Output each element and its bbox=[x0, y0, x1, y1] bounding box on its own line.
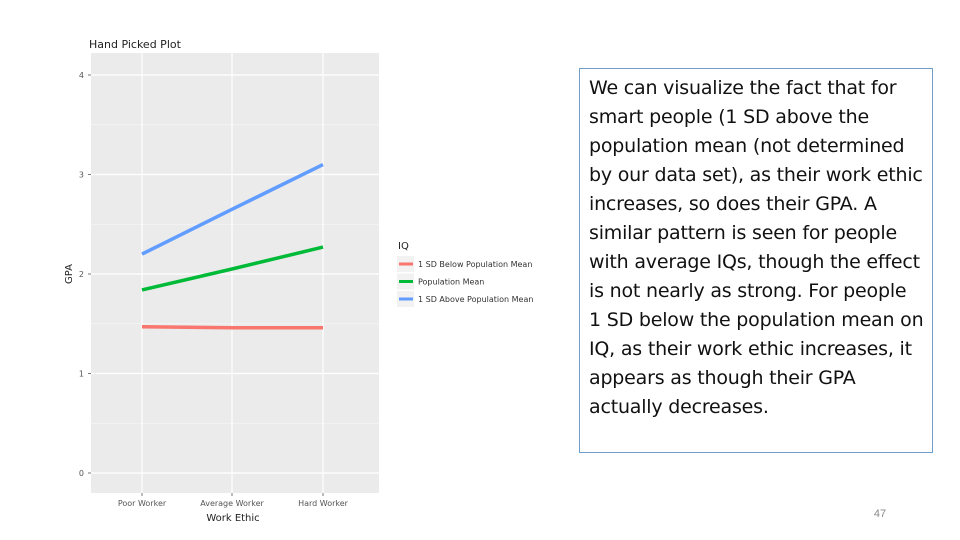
legend-label: Population Mean bbox=[418, 278, 484, 287]
plot-title: Hand Picked Plot bbox=[89, 38, 182, 51]
y-axis-title: GPA bbox=[64, 264, 75, 284]
slide-number: 47 bbox=[873, 508, 887, 520]
legend-label: 1 SD Above Population Mean bbox=[418, 295, 533, 304]
y-tick-label: 0 bbox=[79, 469, 84, 478]
plot-panel bbox=[91, 53, 379, 493]
x-axis-title: Work Ethic bbox=[206, 513, 259, 524]
x-tick-label: Poor Worker bbox=[118, 499, 167, 508]
y-tick-label: 3 bbox=[79, 171, 84, 180]
series-line-population-mean bbox=[141, 245, 324, 292]
y-tick-label: 1 bbox=[79, 370, 84, 379]
series-line-1-sd-below-population-mean bbox=[141, 324, 323, 330]
x-tick-label: Hard Worker bbox=[298, 499, 349, 508]
legend-label: 1 SD Below Population Mean bbox=[418, 260, 532, 269]
y-tick-label: 2 bbox=[79, 270, 84, 279]
y-tick-label: 4 bbox=[79, 71, 84, 80]
gpa-line-chart: Hand Picked Plot 0 1 2 3 4 Poor Worker Average … bbox=[64, 38, 533, 524]
legend-title: IQ bbox=[398, 241, 409, 252]
explanation-textbox: We can visualize the fact that for smart… bbox=[579, 68, 933, 453]
x-tick-label: Average Worker bbox=[200, 499, 264, 508]
series-line-1-sd-above-population-mean bbox=[141, 163, 324, 256]
